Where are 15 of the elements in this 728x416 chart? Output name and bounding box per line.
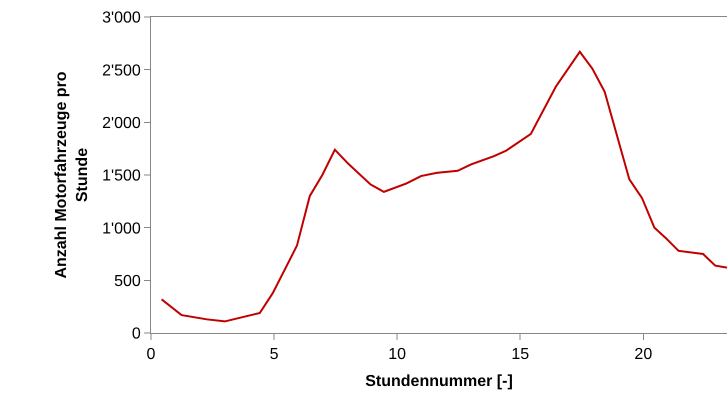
x-tick-label: 20: [634, 346, 652, 364]
y-tick-label: 1'000: [102, 220, 141, 238]
x-tick-label: 15: [511, 346, 530, 364]
y-tick-label: 0: [132, 326, 141, 343]
y-axis-title: Anzahl Motorfahrzeuge pro Stunde: [53, 71, 92, 279]
y-tick-label: 3'000: [102, 10, 141, 27]
x-tick-label: 10: [388, 346, 406, 364]
y-tick-label: 2'000: [102, 114, 141, 132]
y-tick-label: 1'500: [102, 168, 141, 185]
line-series: [160, 50, 727, 322]
x-tick-label: 0: [146, 346, 156, 364]
y-tick-label: 500: [114, 272, 141, 290]
x-axis-title: Stundennummer [-]: [365, 372, 513, 390]
x-tick-label: 5: [270, 346, 279, 364]
y-tick-label: 2'500: [102, 62, 141, 80]
